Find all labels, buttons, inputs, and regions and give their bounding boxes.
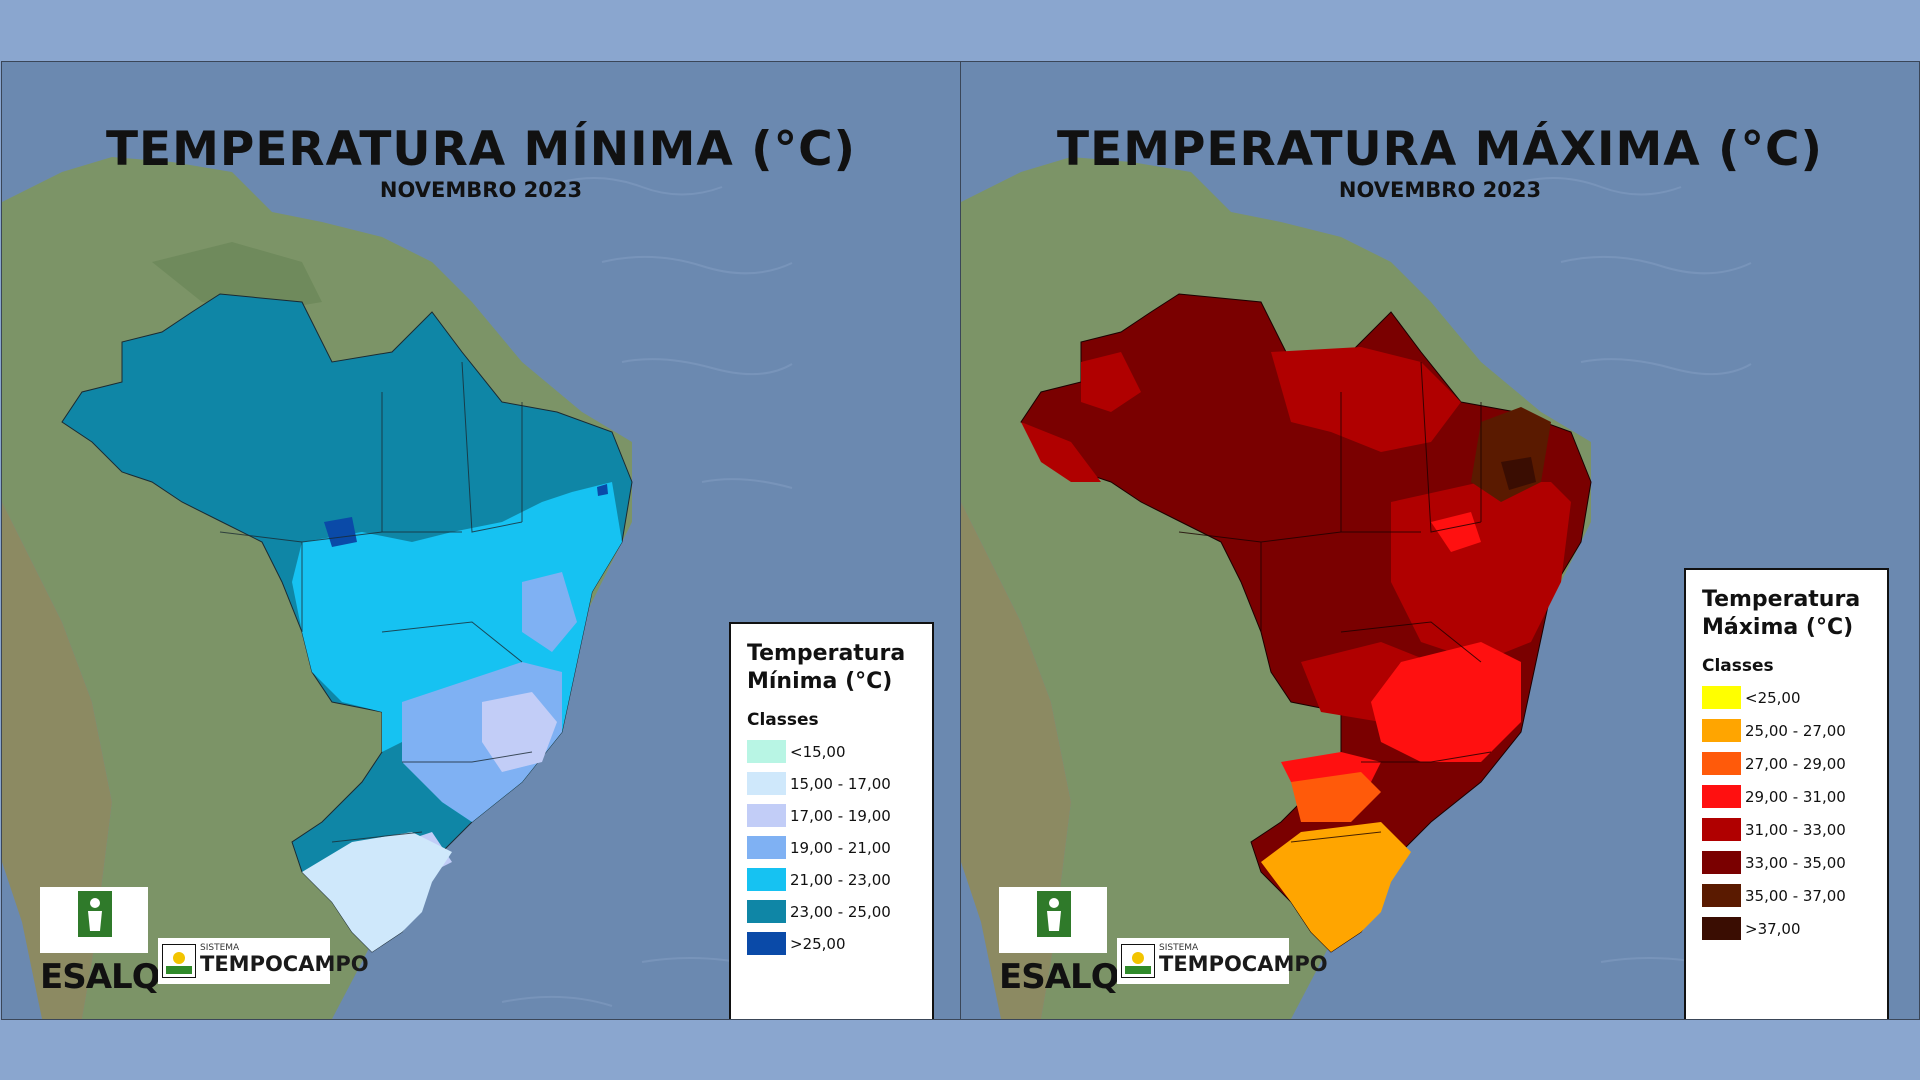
legend-label: 19,00 - 21,00 — [790, 838, 891, 857]
basemap — [2, 62, 960, 1019]
esalq-crest-icon — [78, 891, 112, 937]
legend-label: 29,00 - 31,00 — [1745, 787, 1846, 806]
legend-label: 27,00 - 29,00 — [1745, 754, 1846, 773]
legend-row: 35,00 - 37,00 — [1702, 884, 1871, 907]
esalq-logo: ESALQ — [999, 887, 1120, 1007]
tempocampo-logo: SISTEMA TEMPOCAMPO — [1117, 938, 1328, 984]
legend-row: >25,00 — [747, 932, 916, 955]
legend-row: 25,00 - 27,00 — [1702, 719, 1871, 742]
esalq-wordmark: ESALQ — [40, 957, 161, 997]
legend-items: <25,00 25,00 - 27,00 27,00 - 29,00 29,00 - … — [1702, 686, 1871, 940]
legend-swatch — [1702, 686, 1741, 709]
sun-field-icon — [162, 944, 196, 978]
legend-swatch — [1702, 818, 1741, 841]
legend-label: 31,00 - 33,00 — [1745, 820, 1846, 839]
map-title: TEMPERATURA MÁXIMA (°C) — [1057, 122, 1823, 177]
map-subtitle: NOVEMBRO 2023 — [1338, 178, 1542, 202]
tempocampo-logo: SISTEMA TEMPOCAMPO — [158, 938, 369, 984]
legend-swatch — [747, 740, 786, 763]
sun-field-icon — [1121, 944, 1155, 978]
map-subtitle: NOVEMBRO 2023 — [379, 178, 583, 202]
legend-row: 33,00 - 35,00 — [1702, 851, 1871, 874]
esalq-logo: ESALQ — [40, 887, 161, 1007]
legend-label: <15,00 — [790, 742, 846, 761]
legend-row: 15,00 - 17,00 — [747, 772, 916, 795]
map-panel-maxima: TEMPERATURA MÁXIMA (°C) NOVEMBRO 2023 Te… — [960, 61, 1920, 1020]
legend: Temperatura Mínima (°C) Classes <15,00 15… — [729, 622, 934, 1019]
legend-label: 23,00 - 25,00 — [790, 902, 891, 921]
legend-label: 35,00 - 37,00 — [1745, 886, 1846, 905]
legend-row: <25,00 — [1702, 686, 1871, 709]
legend-swatch — [747, 804, 786, 827]
legend-swatch — [1702, 917, 1741, 940]
legend-swatch — [747, 772, 786, 795]
legend-swatch — [747, 836, 786, 859]
legend-classes-label: Classes — [1702, 656, 1774, 676]
tempocampo-small-text: SISTEMA — [1159, 943, 1199, 953]
legend-row: 19,00 - 21,00 — [747, 836, 916, 859]
legend-swatch — [1702, 719, 1741, 742]
tempocampo-wordmark: TEMPOCAMPO — [200, 952, 369, 976]
legend-label: 25,00 - 27,00 — [1745, 721, 1846, 740]
legend-label: 17,00 - 19,00 — [790, 806, 891, 825]
legend: Temperatura Máxima (°C) Classes <25,00 25… — [1684, 568, 1889, 1019]
legend-label: >37,00 — [1745, 919, 1801, 938]
legend-row: 23,00 - 25,00 — [747, 900, 916, 923]
legend-items: <15,00 15,00 - 17,00 17,00 - 19,00 19,00 - … — [747, 740, 916, 955]
legend-swatch — [747, 868, 786, 891]
legend-row: 27,00 - 29,00 — [1702, 752, 1871, 775]
legend-classes-label: Classes — [747, 710, 819, 730]
tempocampo-small-text: SISTEMA — [200, 943, 240, 953]
legend-label: >25,00 — [790, 934, 846, 953]
map-panel-minima: TEMPERATURA MÍNIMA (°C) NOVEMBRO 2023 Te… — [1, 61, 961, 1020]
legend-title: Temperatura Máxima (°C) — [1702, 587, 1861, 640]
legend-swatch — [747, 900, 786, 923]
legend-row: 29,00 - 31,00 — [1702, 785, 1871, 808]
legend-row: 17,00 - 19,00 — [747, 804, 916, 827]
legend-swatch — [1702, 785, 1741, 808]
legend-label: 21,00 - 23,00 — [790, 870, 891, 889]
legend-label: 33,00 - 35,00 — [1745, 853, 1846, 872]
legend-swatch — [1702, 752, 1741, 775]
legend-swatch — [747, 932, 786, 955]
legend-row: 21,00 - 23,00 — [747, 868, 916, 891]
legend-swatch — [1702, 884, 1741, 907]
esalq-crest-icon — [1037, 891, 1071, 937]
legend-row: <15,00 — [747, 740, 916, 763]
legend-title: Temperatura Mínima (°C) — [747, 641, 906, 694]
legend-label: 15,00 - 17,00 — [790, 774, 891, 793]
esalq-wordmark: ESALQ — [999, 957, 1120, 997]
tempocampo-wordmark: TEMPOCAMPO — [1159, 952, 1328, 976]
legend-swatch — [1702, 851, 1741, 874]
legend-row: 31,00 - 33,00 — [1702, 818, 1871, 841]
map-title: TEMPERATURA MÍNIMA (°C) — [105, 122, 857, 177]
legend-row: >37,00 — [1702, 917, 1871, 940]
legend-label: <25,00 — [1745, 688, 1801, 707]
